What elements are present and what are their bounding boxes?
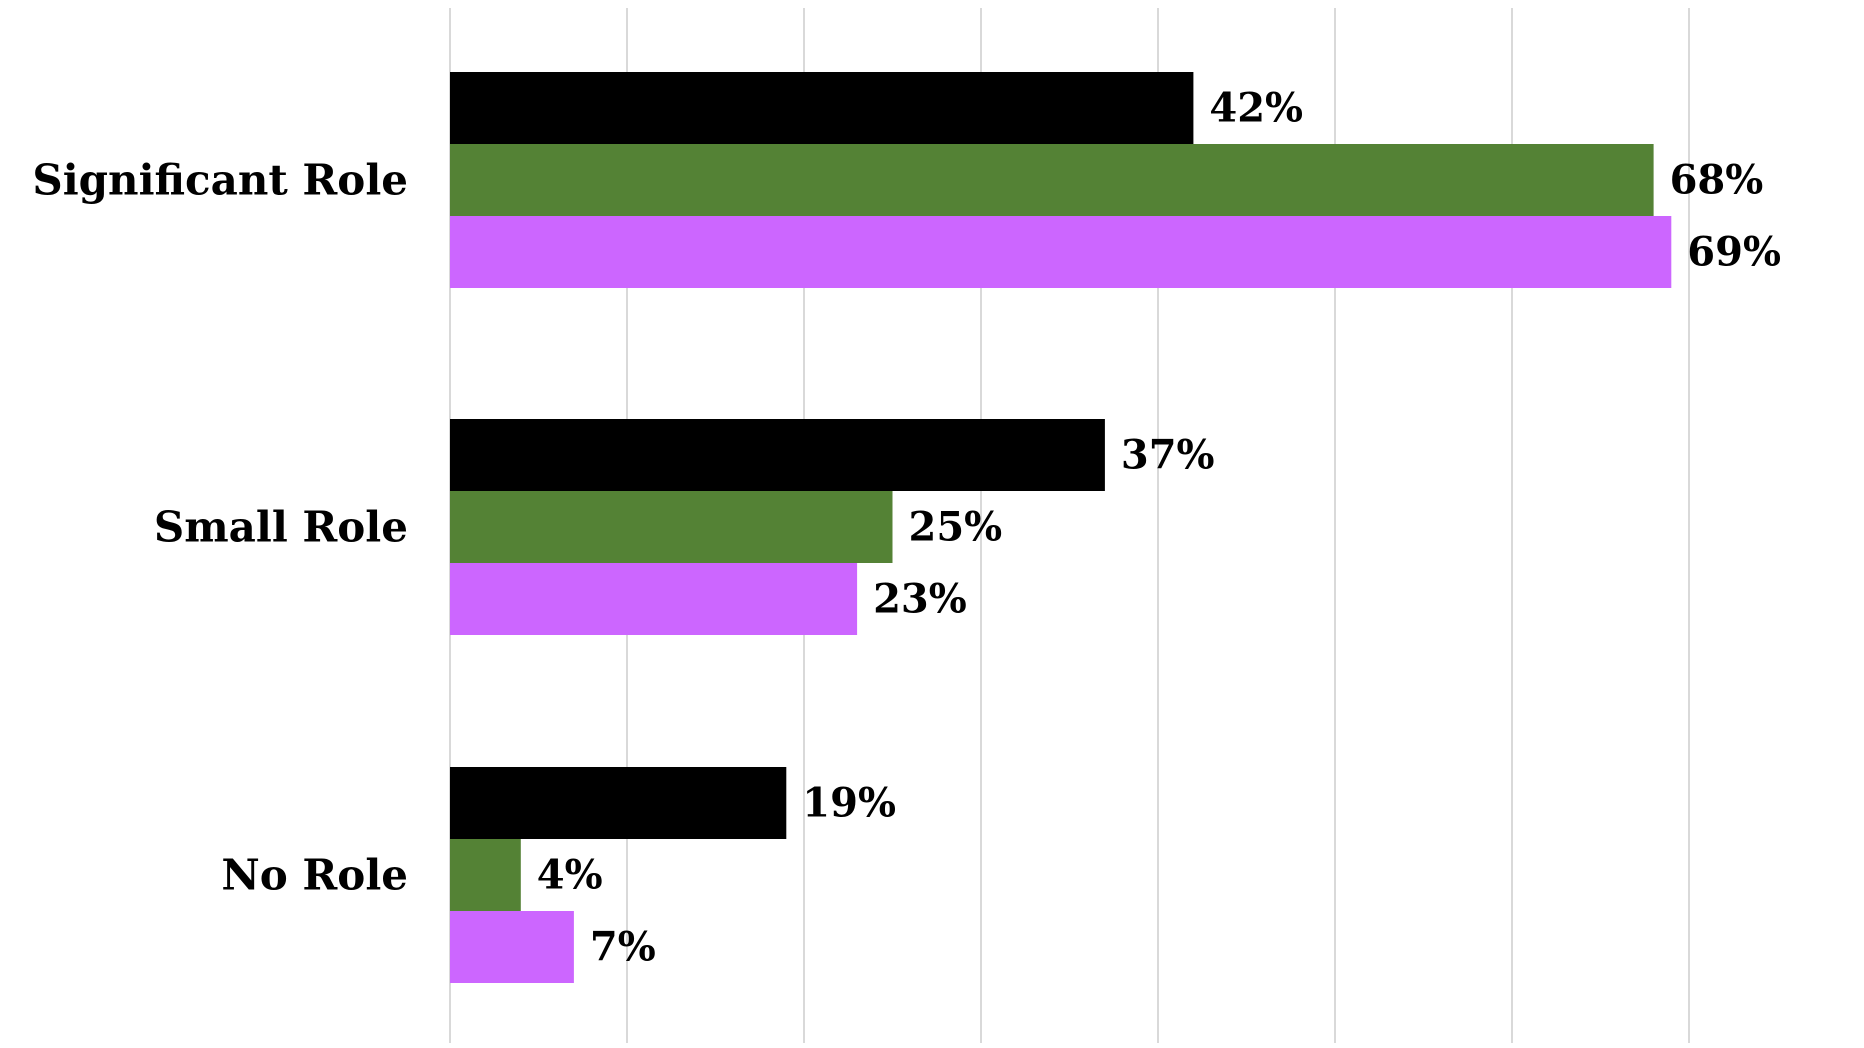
data-label: 68% <box>1670 157 1764 204</box>
bar <box>450 216 1672 288</box>
data-label: 25% <box>909 504 1003 551</box>
labels: 42% 68% 69% Significant Role 37% 25% 23% Small … <box>32 85 1781 971</box>
bars <box>450 72 1672 983</box>
bar <box>450 767 787 839</box>
data-label: 23% <box>873 576 967 623</box>
bar <box>450 491 893 563</box>
bar <box>450 144 1654 216</box>
category-label: Small Role <box>154 503 408 552</box>
bar <box>450 911 574 983</box>
bar <box>450 419 1105 491</box>
data-label: 37% <box>1121 432 1215 479</box>
data-label: 19% <box>802 780 896 827</box>
data-label: 42% <box>1209 85 1303 132</box>
category-label: No Role <box>221 851 408 900</box>
data-label: 69% <box>1687 229 1781 276</box>
bar <box>450 563 858 635</box>
bar <box>450 72 1194 144</box>
category-label: Significant Role <box>32 156 408 205</box>
data-label: 7% <box>590 924 656 971</box>
data-label: 4% <box>537 852 603 899</box>
bar <box>450 839 521 911</box>
